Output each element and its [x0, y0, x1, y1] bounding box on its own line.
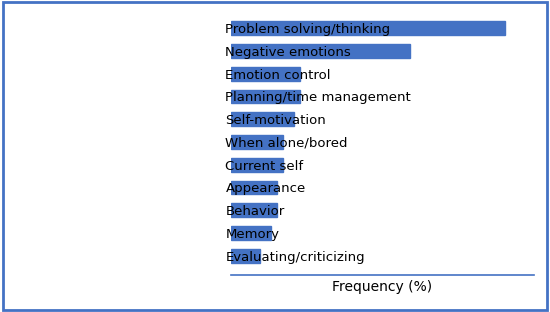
Bar — [231, 181, 277, 194]
Bar — [231, 203, 277, 217]
Bar — [231, 22, 505, 35]
Bar — [231, 249, 260, 262]
Bar — [231, 112, 294, 126]
Bar — [231, 226, 271, 240]
X-axis label: Frequency (%): Frequency (%) — [332, 280, 432, 294]
Bar — [231, 44, 410, 58]
Bar — [231, 90, 300, 103]
Bar — [231, 135, 283, 149]
Bar — [231, 158, 283, 172]
Bar — [231, 67, 300, 80]
